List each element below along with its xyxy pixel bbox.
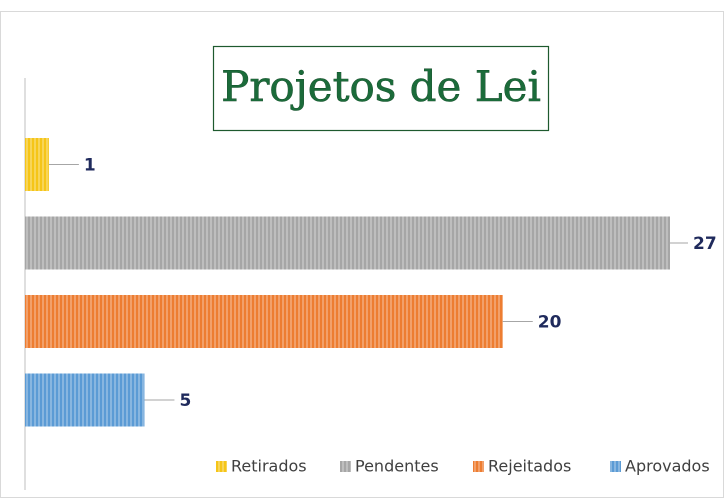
data-label: 1: [84, 156, 96, 176]
legend-label: Pendentes: [355, 457, 439, 476]
legend-label: Retirados: [231, 457, 307, 476]
bar: [25, 295, 503, 348]
bar: [25, 216, 670, 270]
chart-title: Projetos de Lei: [221, 62, 541, 111]
legend-label: Aprovados: [625, 457, 710, 476]
bar: [25, 373, 145, 427]
legend-swatch: [473, 461, 484, 472]
legend-swatch: [610, 461, 621, 472]
data-label: 20: [538, 313, 562, 333]
legend-label: Rejeitados: [488, 457, 571, 476]
title-box: [212, 45, 550, 132]
legend-swatch: [340, 461, 351, 472]
legend-swatch: [216, 461, 227, 472]
data-label: 5: [179, 391, 191, 411]
bar: [25, 138, 49, 191]
data-label: 27: [693, 234, 717, 254]
